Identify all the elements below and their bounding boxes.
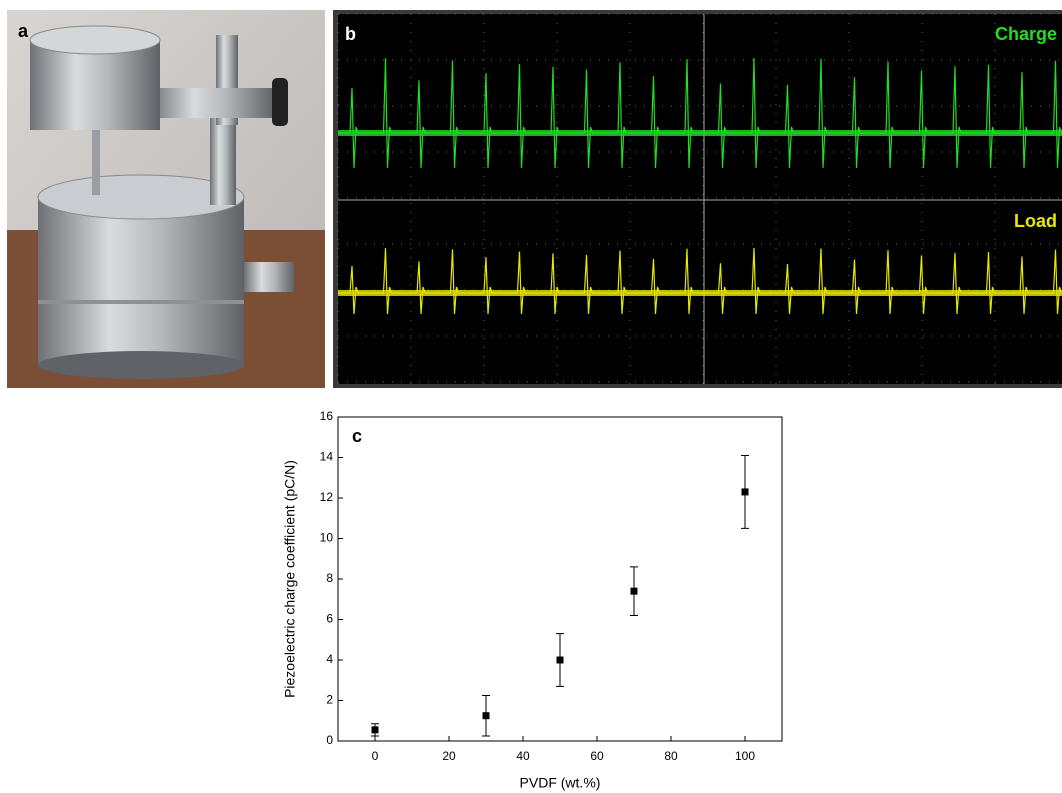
base-groove (38, 300, 244, 304)
photo: a (7, 10, 325, 388)
x-tick-label: 40 (516, 749, 530, 763)
base-top (37, 174, 245, 220)
y-tick-label: 8 (326, 571, 333, 585)
y-tick-label: 14 (320, 450, 334, 464)
point (482, 712, 490, 720)
trace-label: Load (1014, 211, 1057, 231)
trace (338, 247, 1062, 315)
y-tick-label: 6 (326, 612, 333, 626)
y-tick-label: 0 (326, 733, 333, 747)
head-cylinder (30, 40, 160, 130)
panel-label: c (352, 426, 362, 446)
y-tick-label: 4 (326, 652, 333, 666)
y-tick-label: 12 (320, 490, 334, 504)
trace (338, 57, 1062, 169)
x-tick-label: 60 (590, 749, 604, 763)
oscilloscope: b Charge Load (333, 10, 1062, 388)
x-axis-label: PVDF (wt.%) (520, 775, 601, 791)
arm (150, 88, 275, 118)
y-tick-label: 16 (320, 409, 334, 423)
x-tick-label: 20 (442, 749, 456, 763)
chart: c PVDF (wt.%) Piezoelectric charge coeff… (282, 409, 783, 791)
panel-label: a (18, 21, 29, 41)
x-tick-label: 0 (372, 749, 379, 763)
y-axis-label: Piezoelectric charge coefficient (pC/N) (282, 460, 298, 698)
base-cylinder (38, 195, 244, 365)
spring-column (210, 115, 236, 205)
point (556, 656, 564, 664)
point (371, 726, 379, 734)
knob (272, 78, 288, 126)
point (630, 587, 638, 595)
probe (92, 130, 100, 195)
scope-screen (338, 14, 1062, 384)
plot-frame (337, 416, 783, 742)
panel-label: b (345, 24, 356, 44)
y-tick-label: 2 (326, 693, 333, 707)
base-bottom (38, 351, 244, 379)
connector (244, 262, 294, 292)
y-tick-label: 10 (320, 531, 334, 545)
x-tick-label: 100 (735, 749, 755, 763)
head-top (29, 25, 161, 55)
point (741, 488, 749, 496)
trace-label: Charge (995, 24, 1057, 44)
x-tick-label: 80 (664, 749, 678, 763)
